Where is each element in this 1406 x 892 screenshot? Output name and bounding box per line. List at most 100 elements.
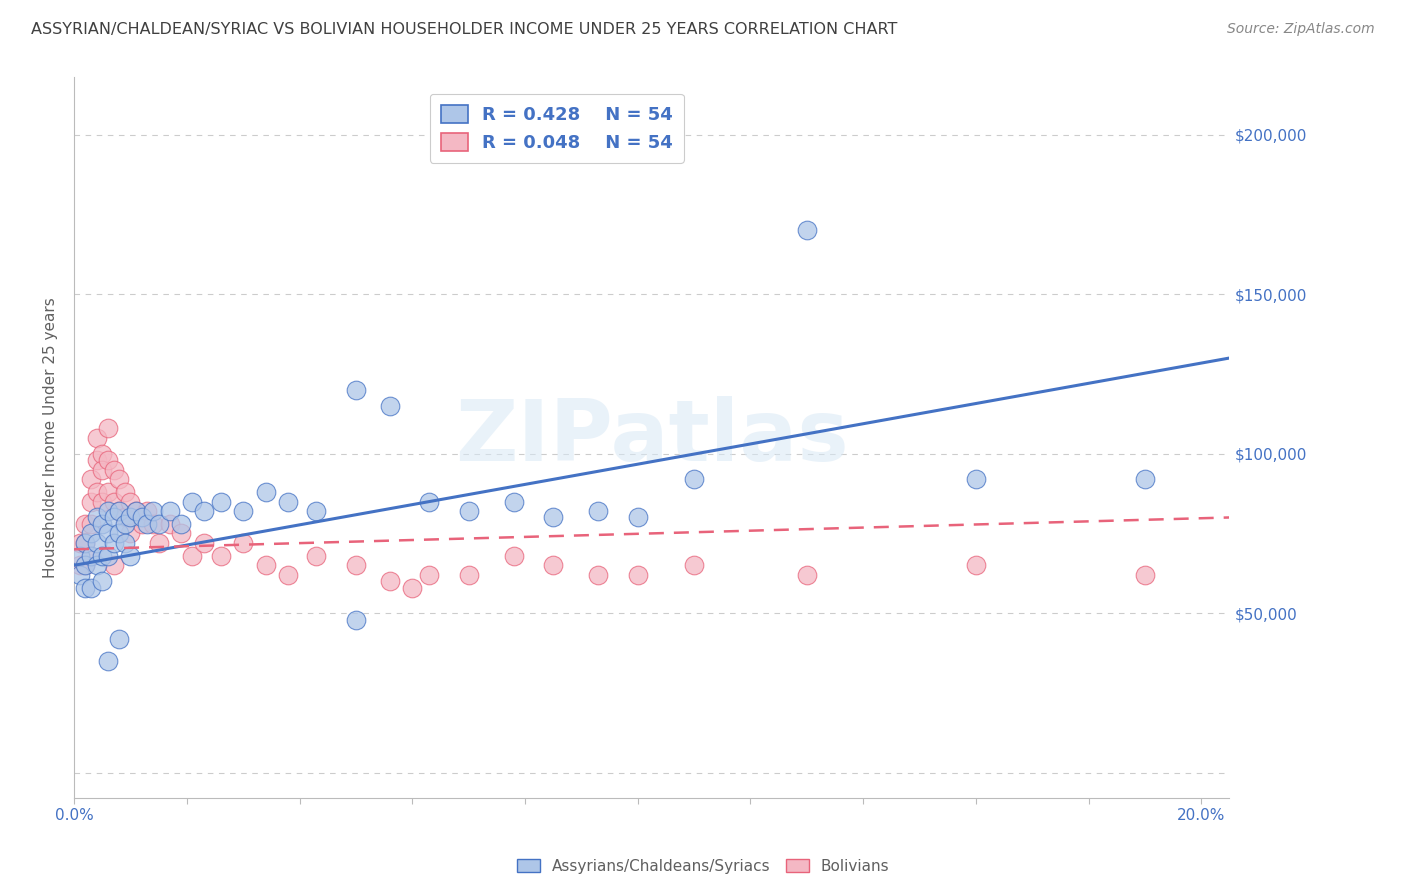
Point (125, 504, 148, 518)
Point (277, 494, 299, 508)
Point (120, 549, 142, 563)
Point (91, 574, 114, 589)
Point (114, 536, 136, 550)
Point (108, 472, 131, 486)
Point (136, 516, 159, 531)
Point (148, 536, 170, 550)
Point (170, 526, 193, 541)
Point (1133, 567, 1156, 582)
Point (277, 567, 299, 582)
Point (131, 516, 153, 531)
Point (108, 504, 131, 518)
Point (80, 549, 103, 563)
Point (80, 549, 103, 563)
Point (457, 504, 479, 518)
Point (457, 567, 479, 582)
Point (148, 516, 170, 531)
Point (683, 472, 706, 486)
Point (86, 431, 108, 445)
Point (142, 504, 165, 518)
Point (305, 504, 328, 518)
Point (97, 453, 120, 467)
Point (114, 485, 136, 500)
Point (120, 526, 142, 541)
Point (80, 472, 103, 486)
Point (97, 654, 120, 668)
Point (108, 632, 131, 646)
Point (586, 567, 609, 582)
Point (80, 516, 103, 531)
Point (91, 494, 114, 508)
Point (344, 558, 367, 573)
Point (103, 510, 125, 524)
Text: ZIPatlas: ZIPatlas (456, 396, 849, 479)
Point (120, 510, 142, 524)
Point (796, 223, 818, 237)
Point (254, 485, 277, 500)
Point (627, 510, 650, 524)
Point (254, 558, 277, 573)
Point (69, 567, 91, 582)
Point (683, 558, 706, 573)
Point (627, 567, 650, 582)
Point (159, 504, 181, 518)
Point (159, 516, 181, 531)
Point (69, 558, 91, 573)
Point (75, 536, 97, 550)
Point (97, 526, 120, 541)
Point (103, 558, 125, 573)
Point (232, 536, 254, 550)
Point (965, 472, 987, 486)
Point (75, 581, 97, 595)
Point (125, 504, 148, 518)
Point (86, 536, 108, 550)
Point (91, 462, 114, 476)
Point (97, 549, 120, 563)
Point (965, 558, 987, 573)
Point (114, 516, 136, 531)
Point (193, 504, 215, 518)
Point (232, 504, 254, 518)
Point (502, 549, 524, 563)
Point (86, 510, 108, 524)
Point (80, 526, 103, 541)
Point (86, 485, 108, 500)
Point (378, 574, 401, 589)
Point (97, 421, 120, 435)
Point (181, 494, 204, 508)
Text: ASSYRIAN/CHALDEAN/SYRIAC VS BOLIVIAN HOUSEHOLDER INCOME UNDER 25 YEARS CORRELATI: ASSYRIAN/CHALDEAN/SYRIAC VS BOLIVIAN HOU… (31, 22, 897, 37)
Point (91, 516, 114, 531)
Point (114, 510, 136, 524)
Point (75, 536, 97, 550)
Point (103, 462, 125, 476)
Point (401, 581, 423, 595)
Point (209, 549, 232, 563)
Point (418, 494, 440, 508)
Point (103, 494, 125, 508)
Point (75, 558, 97, 573)
Point (378, 399, 401, 413)
Point (541, 558, 564, 573)
Point (75, 516, 97, 531)
Point (305, 549, 328, 563)
Point (131, 510, 153, 524)
Text: Source: ZipAtlas.com: Source: ZipAtlas.com (1227, 22, 1375, 37)
Point (170, 516, 193, 531)
Point (209, 494, 232, 508)
Point (108, 526, 131, 541)
Point (97, 504, 120, 518)
Point (97, 485, 120, 500)
Point (541, 510, 564, 524)
Point (86, 558, 108, 573)
Y-axis label: Householder Income Under 25 years: Householder Income Under 25 years (44, 297, 58, 578)
Point (344, 613, 367, 627)
Point (108, 504, 131, 518)
Point (1133, 472, 1156, 486)
Legend: Assyrians/Chaldeans/Syriacs, Bolivians: Assyrians/Chaldeans/Syriacs, Bolivians (510, 853, 896, 880)
Point (86, 453, 108, 467)
Point (91, 549, 114, 563)
Point (69, 536, 91, 550)
Point (136, 504, 159, 518)
Point (80, 494, 103, 508)
Point (344, 383, 367, 397)
